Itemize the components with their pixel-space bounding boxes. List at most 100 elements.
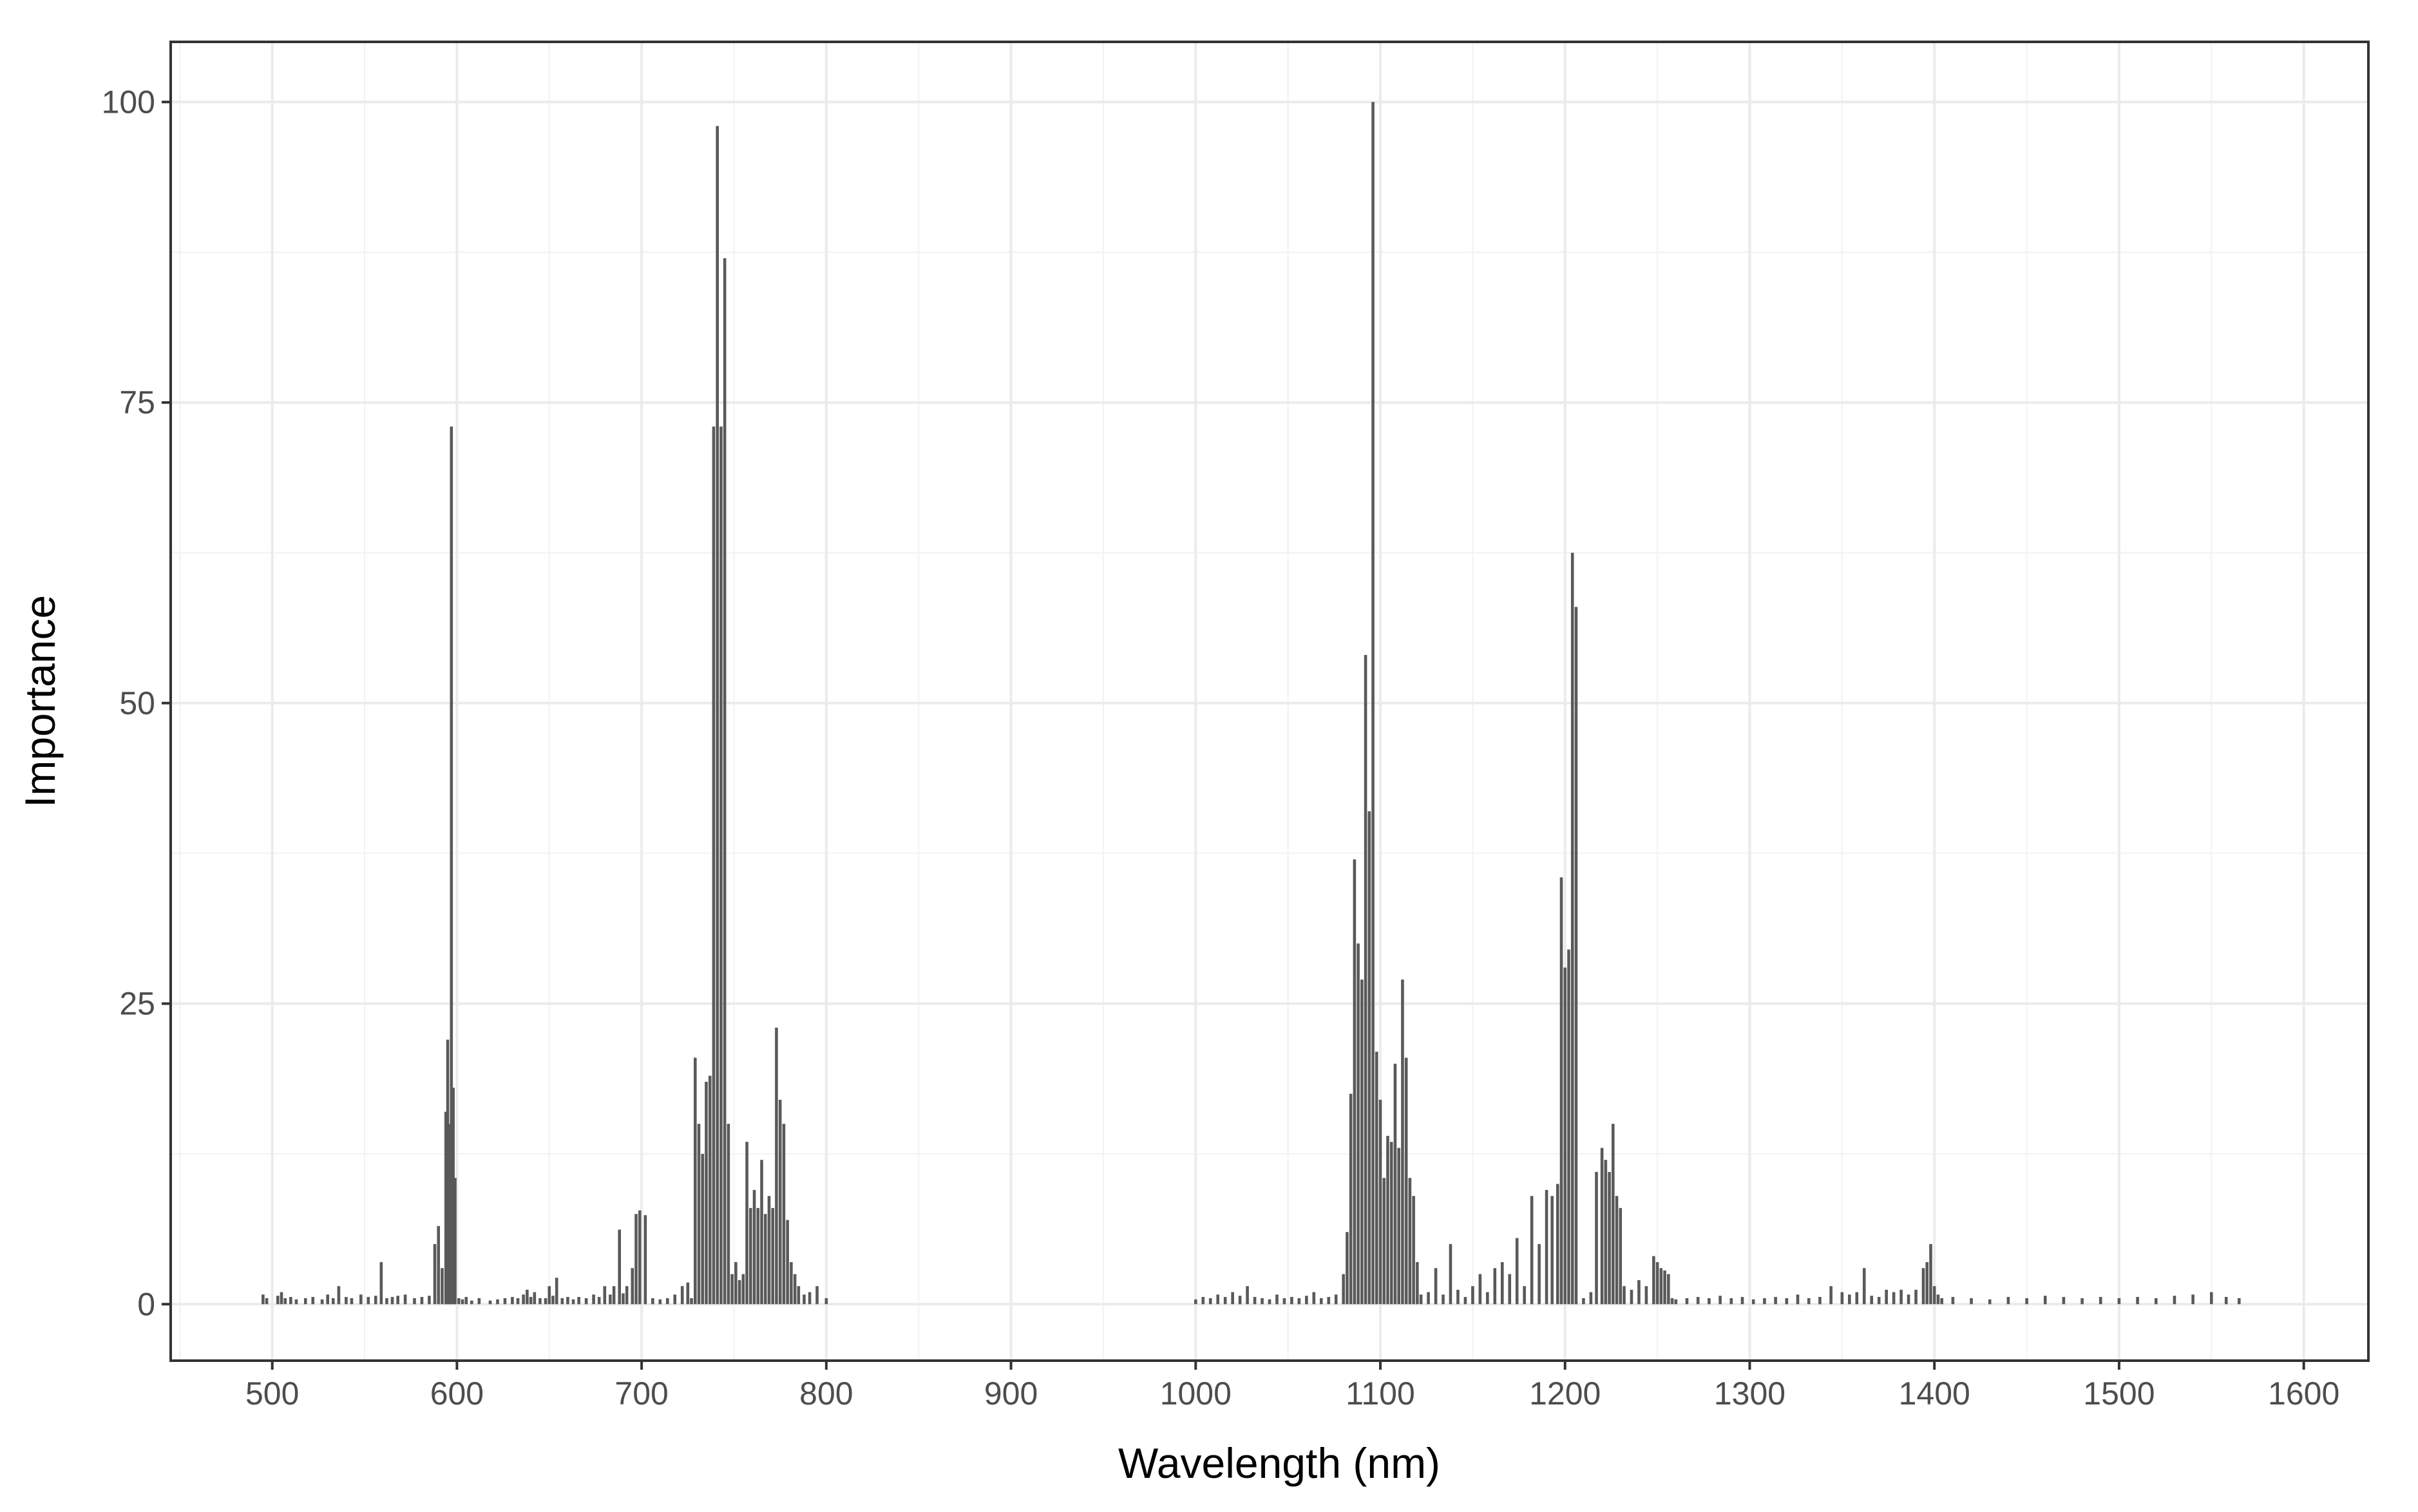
bar bbox=[1659, 1268, 1663, 1305]
bar bbox=[716, 126, 719, 1305]
bar bbox=[396, 1296, 399, 1305]
bar bbox=[1471, 1286, 1474, 1305]
bar bbox=[262, 1294, 265, 1305]
bar bbox=[577, 1297, 580, 1305]
bar bbox=[1708, 1298, 1711, 1305]
bar bbox=[1378, 1099, 1382, 1305]
bar bbox=[782, 1124, 786, 1305]
bar bbox=[1346, 1232, 1349, 1305]
bar bbox=[1600, 1148, 1604, 1305]
bar bbox=[2209, 1292, 2213, 1305]
bar bbox=[403, 1294, 407, 1305]
x-tick-label: 1400 bbox=[1899, 1375, 1970, 1412]
bar bbox=[433, 1243, 437, 1305]
bar bbox=[1929, 1243, 1932, 1305]
bar bbox=[612, 1286, 616, 1305]
bar bbox=[2238, 1298, 2241, 1305]
bar bbox=[374, 1296, 377, 1305]
bar bbox=[622, 1293, 625, 1305]
bar bbox=[738, 1280, 741, 1305]
bar bbox=[1530, 1196, 1534, 1305]
bar bbox=[1763, 1298, 1766, 1305]
y-tick-label: 75 bbox=[119, 384, 155, 421]
bar bbox=[566, 1297, 569, 1305]
bar bbox=[1921, 1268, 1925, 1305]
bar bbox=[694, 1057, 697, 1305]
bar bbox=[603, 1286, 607, 1305]
bar bbox=[420, 1297, 424, 1305]
bar bbox=[448, 1124, 452, 1305]
bar bbox=[560, 1298, 564, 1305]
bar bbox=[697, 1124, 701, 1305]
bar bbox=[1885, 1289, 1888, 1305]
bar bbox=[444, 1111, 448, 1305]
bar bbox=[584, 1298, 588, 1305]
bar bbox=[705, 1081, 708, 1305]
bar bbox=[280, 1292, 283, 1305]
x-tick-label: 500 bbox=[245, 1375, 299, 1412]
bar bbox=[592, 1294, 595, 1305]
x-axis: 500 600 700 800 900 1000 1100 1200 1300 1400 1500 1… bbox=[245, 1361, 2339, 1412]
bar bbox=[1892, 1292, 1896, 1305]
bar bbox=[350, 1298, 354, 1305]
bar bbox=[1246, 1286, 1249, 1305]
bar bbox=[337, 1286, 341, 1305]
bar bbox=[1595, 1171, 1598, 1305]
bar bbox=[741, 1274, 745, 1305]
bar bbox=[734, 1262, 738, 1305]
bar bbox=[1404, 1057, 1408, 1305]
bar bbox=[1696, 1297, 1700, 1305]
plot-panel-border bbox=[169, 41, 2370, 1362]
bar bbox=[1412, 1196, 1415, 1305]
bar bbox=[385, 1298, 388, 1305]
minor-gridlines bbox=[171, 42, 2368, 1361]
bar bbox=[452, 1088, 455, 1305]
bar bbox=[1401, 979, 1404, 1305]
bar bbox=[1807, 1298, 1811, 1305]
bar bbox=[1456, 1289, 1460, 1305]
bar bbox=[1419, 1294, 1423, 1305]
bar bbox=[1644, 1286, 1648, 1305]
bar bbox=[464, 1297, 468, 1305]
bar bbox=[538, 1298, 542, 1305]
bar bbox=[1840, 1292, 1844, 1305]
bar bbox=[1670, 1298, 1674, 1305]
plot-background bbox=[171, 42, 2368, 1361]
bar bbox=[1582, 1298, 1585, 1305]
bar bbox=[413, 1298, 416, 1305]
bar bbox=[1408, 1178, 1412, 1305]
bar bbox=[1951, 1297, 1955, 1305]
bar bbox=[1796, 1294, 1800, 1305]
x-tick-label: 800 bbox=[799, 1375, 853, 1412]
bar bbox=[1371, 102, 1375, 1305]
bar bbox=[551, 1296, 555, 1305]
bar bbox=[2043, 1296, 2047, 1305]
bar bbox=[1486, 1292, 1489, 1305]
bar bbox=[1604, 1160, 1608, 1305]
bar bbox=[1667, 1274, 1670, 1305]
bar bbox=[457, 1298, 461, 1305]
bar bbox=[555, 1278, 558, 1305]
bar bbox=[1397, 1148, 1400, 1305]
bar bbox=[1216, 1294, 1220, 1305]
y-axis: 0 25 50 75 100 bbox=[102, 84, 171, 1322]
x-tick-label: 1300 bbox=[1714, 1375, 1785, 1412]
bar bbox=[1774, 1297, 1777, 1305]
bar bbox=[503, 1298, 507, 1305]
bar bbox=[1449, 1243, 1452, 1305]
bar bbox=[771, 1207, 775, 1305]
bar bbox=[749, 1207, 752, 1305]
bar bbox=[1870, 1296, 1874, 1305]
bar bbox=[522, 1294, 525, 1305]
bar bbox=[1367, 811, 1371, 1305]
bar bbox=[428, 1296, 431, 1305]
bar bbox=[488, 1300, 492, 1305]
bar bbox=[680, 1286, 684, 1305]
x-tick-label: 600 bbox=[430, 1375, 484, 1412]
bar bbox=[2099, 1297, 2102, 1305]
bar bbox=[1523, 1286, 1526, 1305]
x-tick-label: 1500 bbox=[2083, 1375, 2155, 1412]
bar bbox=[808, 1292, 812, 1305]
bar bbox=[1353, 859, 1357, 1305]
bar bbox=[609, 1294, 612, 1305]
